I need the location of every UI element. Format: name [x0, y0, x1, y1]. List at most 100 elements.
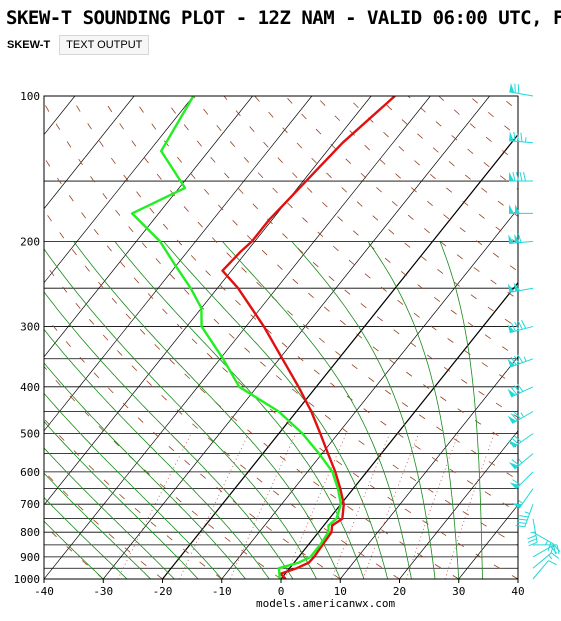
wind-barb [532, 560, 557, 580]
barb-staff [510, 358, 534, 368]
isotherm-line [162, 133, 518, 579]
moist-adiabat [439, 241, 483, 579]
wind-barb [507, 411, 534, 424]
barb-staff [514, 453, 534, 470]
wind-barbs [507, 82, 561, 580]
barb-flag [512, 171, 516, 182]
tab-bar: SKEW-T TEXT OUTPUT [0, 35, 150, 55]
isotherm-line [44, 96, 135, 210]
barb-pennant [514, 234, 521, 243]
barb-pennant [509, 482, 520, 489]
moist-adiabat [44, 496, 128, 579]
barb-flag [513, 385, 521, 394]
wind-barb [508, 233, 534, 244]
isotherm-line [221, 208, 518, 579]
barb-flag [516, 521, 527, 524]
barb-staff [532, 518, 538, 543]
wind-barb [532, 531, 555, 554]
y-tick-label: 200 [20, 235, 40, 248]
barb-half-flag [548, 554, 553, 560]
barb-staff [518, 488, 534, 509]
barb-flag [513, 132, 516, 142]
barb-pennant [507, 283, 515, 293]
barb-flag [550, 546, 558, 554]
x-tick-label: -10 [212, 585, 232, 598]
wind-barb [507, 282, 534, 293]
moist-adiabat [291, 241, 436, 579]
barb-pennant [513, 282, 521, 292]
barb-flag [517, 320, 523, 330]
wind-barb [509, 131, 534, 144]
barb-half-flag [524, 511, 530, 515]
wind-barb [511, 488, 534, 509]
dry-adiabat [162, 96, 518, 418]
barb-flag [551, 552, 560, 559]
barb-pennant [507, 415, 517, 424]
wind-barb [533, 544, 560, 555]
wind-barb [507, 319, 534, 334]
barb-flag [556, 544, 560, 555]
barb-flag [547, 542, 552, 552]
dry-adiabat [44, 524, 104, 579]
barb-pennant [508, 234, 515, 244]
wind-barb [509, 82, 534, 97]
barb-pennant [509, 204, 514, 214]
barb-pennant [509, 172, 514, 182]
barb-flag [513, 411, 521, 420]
isotherm-line [44, 96, 253, 358]
barb-half-flag [518, 500, 523, 504]
mixing-ratio-line [405, 433, 459, 579]
barb-pennant [507, 358, 516, 367]
barb-flag [553, 544, 561, 553]
dry-adiabat [469, 96, 518, 138]
chart-grid [44, 96, 518, 579]
wind-barb [507, 354, 534, 368]
y-tick-label: 700 [20, 498, 40, 511]
moist-adiabat [44, 420, 199, 579]
barb-flag [519, 515, 529, 518]
x-tick-label: -20 [153, 585, 173, 598]
barb-pennant [509, 131, 515, 142]
y-tick-label: 900 [20, 551, 40, 564]
barb-pennant [508, 439, 518, 448]
temperature-line [221, 96, 396, 579]
x-tick-label: 40 [511, 585, 524, 598]
barb-flag [511, 459, 520, 466]
barb-flag [516, 171, 519, 182]
tab-text-output[interactable]: TEXT OUTPUT [59, 35, 150, 55]
x-tick-label: 0 [278, 585, 285, 598]
barb-flag [515, 525, 525, 528]
dry-adiabat [131, 96, 518, 449]
dry-adiabat [44, 261, 400, 579]
barb-half-flag [518, 458, 523, 464]
barb-flag [517, 518, 528, 521]
tab-skew-t[interactable]: SKEW-T [0, 35, 58, 55]
dry-adiabat [44, 313, 341, 579]
moist-adiabat [73, 241, 341, 579]
barb-pennant [508, 462, 519, 470]
moist-adiabat [367, 241, 460, 579]
chart-series [130, 96, 396, 579]
barb-flag [517, 233, 522, 243]
dry-adiabat [70, 96, 518, 513]
barb-pennant [509, 82, 515, 93]
isotherm-line [517, 578, 518, 579]
y-tick-label: 100 [20, 90, 40, 103]
mixing-ratio-line [331, 433, 391, 579]
dewpoint-line [130, 96, 343, 579]
barb-flag [513, 435, 522, 443]
y-tick-label: 800 [20, 526, 40, 539]
y-tick-label: 600 [20, 466, 40, 479]
dry-adiabat [407, 96, 518, 190]
barb-flag [528, 541, 538, 547]
dry-adiabat [346, 96, 518, 245]
mixing-ratio-line [362, 433, 420, 579]
wind-barb [509, 204, 533, 214]
isotherm-line [102, 96, 490, 579]
dry-adiabat [315, 96, 518, 272]
barb-pennant [511, 503, 523, 509]
wind-barb [532, 544, 561, 558]
y-tick-label: 1000 [14, 573, 41, 586]
